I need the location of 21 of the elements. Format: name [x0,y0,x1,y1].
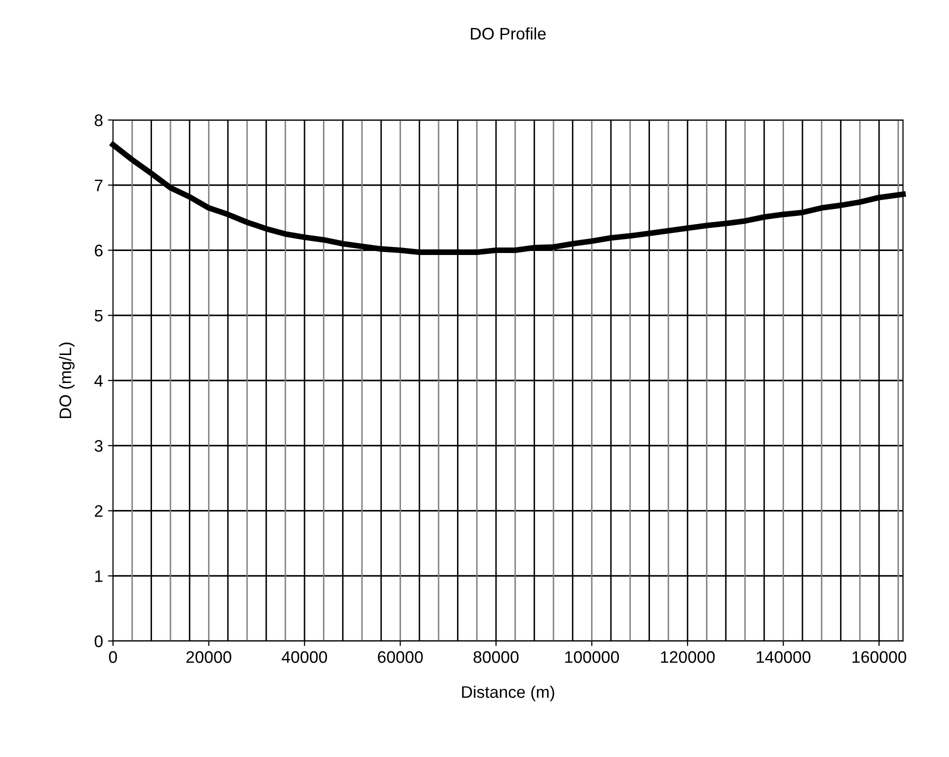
chart-title: DO Profile [470,27,546,40]
y-tick-label: 6 [94,244,103,256]
x-tick-label: 100000 [565,651,619,663]
y-tick-label: 4 [94,375,103,387]
y-tick-label: 3 [94,440,103,452]
y-tick-label: 5 [94,310,103,322]
x-tick-label: 120000 [661,651,715,663]
x-tick-label: 60000 [378,651,423,663]
x-tick-label: 140000 [756,651,810,663]
x-tick-label: 0 [109,651,117,663]
y-tick-label: 0 [94,635,103,648]
y-axis-title: DO (mg/L) [59,342,75,418]
y-tick-label: 7 [94,180,102,192]
x-axis-title: Distance (m) [462,686,554,702]
y-tick-label: 8 [94,114,103,126]
y-tick-label: 2 [94,505,102,517]
y-tick-label: 1 [95,570,102,582]
x-tick-label: 160000 [852,651,906,663]
x-tick-label: 80000 [474,651,519,663]
x-tick-label: 20000 [186,651,232,663]
x-tick-label: 40000 [282,651,328,663]
